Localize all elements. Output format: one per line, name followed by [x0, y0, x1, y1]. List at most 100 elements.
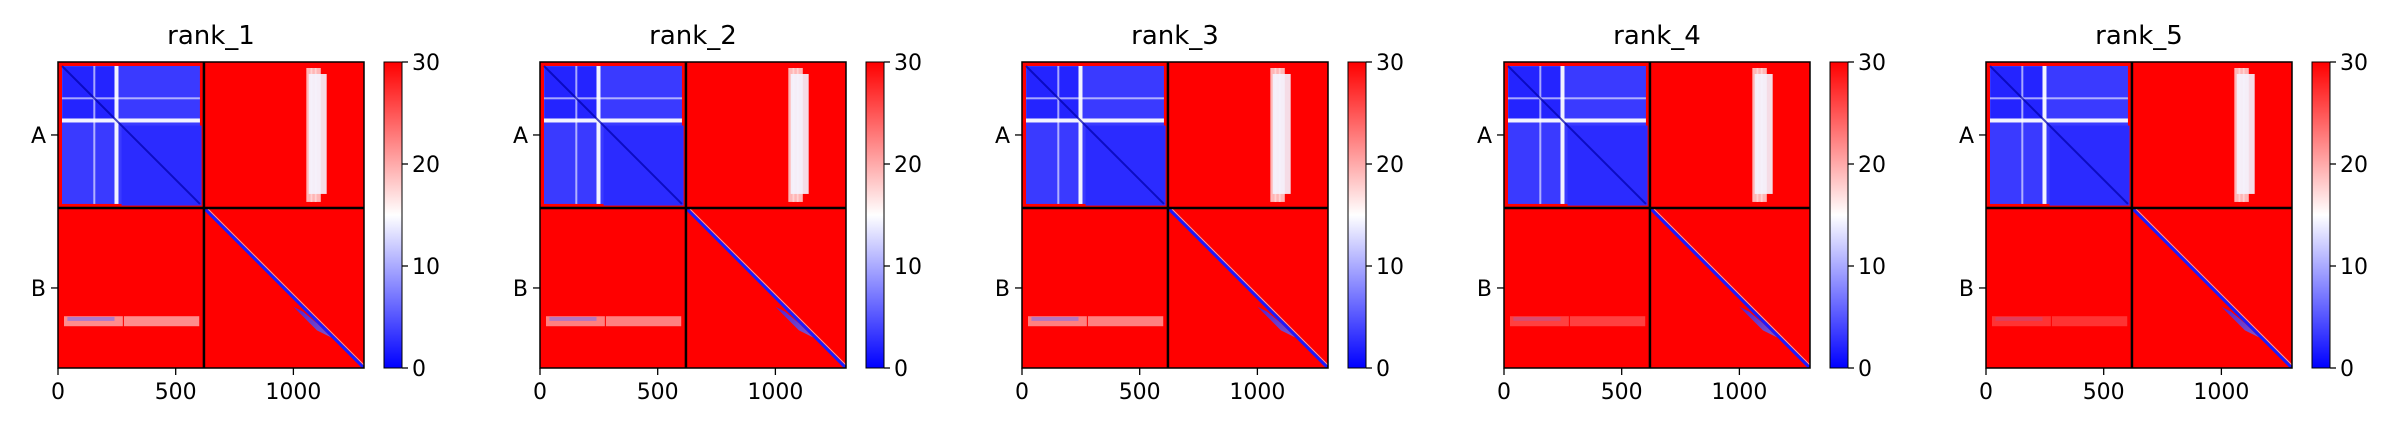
panel-title: rank_1 [167, 21, 255, 51]
panel-title: rank_4 [1613, 21, 1701, 51]
heatmap-frame [1985, 61, 2293, 369]
aa-thin-line-v [1539, 66, 1542, 204]
ba-band-core [1513, 316, 1561, 321]
colorbar-tick-label: 0 [894, 357, 908, 382]
ab-band-core [1754, 74, 1773, 194]
x-tick-label: 0 [1497, 380, 1511, 405]
colorbar-tick-label: 20 [412, 153, 440, 178]
aa-thin-line [62, 97, 200, 100]
y-tick-label: B [513, 277, 528, 302]
aa-thin-line [1990, 97, 2128, 100]
y-tick-label: A [513, 124, 528, 149]
aa-gap-horizontal [544, 118, 682, 123]
colorbar-tick-label: 10 [1376, 255, 1404, 280]
heatmap-frame [539, 61, 847, 369]
x-tick-label: 1000 [1229, 380, 1285, 405]
aa-gap-horizontal [1990, 118, 2128, 123]
colorbar-tick-label: 30 [1858, 51, 1886, 76]
colorbar [1829, 61, 1849, 369]
aa-gap-vertical [2042, 66, 2047, 204]
x-tick-label: 0 [1015, 380, 1029, 405]
ab-band-core [2236, 74, 2255, 194]
aa-gap-vertical [596, 66, 601, 204]
x-tick-label: 1000 [2193, 380, 2249, 405]
ba-band-left [1992, 316, 2051, 327]
y-tick-label: A [31, 124, 46, 149]
bb-diagonal [2131, 207, 2293, 369]
bb-diagonal-edge [207, 208, 367, 368]
ab-band-core [790, 74, 809, 194]
bb-domain-patch [1739, 306, 1778, 338]
ab-band-core [1272, 74, 1291, 194]
ba-band-right [605, 316, 682, 327]
ab-band-core [308, 74, 327, 194]
aa-diagonal [61, 65, 201, 205]
colorbar [1347, 61, 1367, 369]
x-tick-label: 500 [637, 380, 679, 405]
y-tick-label: B [31, 277, 46, 302]
x-tick-label: 1000 [747, 380, 803, 405]
aa-thin-line [1026, 97, 1164, 100]
colorbar-tick-label: 30 [1376, 51, 1404, 76]
bb-diagonal-edge [689, 208, 849, 368]
aa-gap-horizontal [62, 118, 200, 123]
colorbar [383, 61, 403, 369]
heatmap-panel-5: rank_5 0 500 1000 A B 0 10 20 30 [1959, 21, 2368, 405]
heatmap-frame [1503, 61, 1811, 369]
panel-title: rank_2 [649, 21, 737, 51]
x-tick-label: 500 [155, 380, 197, 405]
ba-band-core [67, 316, 115, 321]
bb-domain-patch [775, 306, 814, 338]
ba-band-left [1028, 316, 1087, 327]
colorbar-tick-label: 30 [894, 51, 922, 76]
panel-title: rank_3 [1131, 21, 1219, 51]
ba-band-right [2051, 316, 2128, 327]
colorbar-tick-label: 0 [1376, 357, 1390, 382]
colorbar-tick-label: 0 [412, 357, 426, 382]
bb-diagonal-edge [2135, 208, 2295, 368]
colorbar-tick-label: 20 [1858, 153, 1886, 178]
x-tick-label: 1000 [1711, 380, 1767, 405]
bb-diagonal-edge [1171, 208, 1331, 368]
aa-diagonal [1989, 65, 2129, 205]
y-tick-label: B [1477, 277, 1492, 302]
aa-thin-line [1508, 97, 1646, 100]
y-tick-label: B [1959, 277, 1974, 302]
bb-diagonal-edge [1653, 208, 1813, 368]
colorbar [865, 61, 885, 369]
ba-band-core [1031, 316, 1079, 321]
colorbar-tick-label: 10 [2340, 255, 2368, 280]
bb-domain-patch [293, 306, 332, 338]
colorbar-tick-label: 30 [412, 51, 440, 76]
ba-band-left [1510, 316, 1569, 327]
aa-gap-vertical [114, 66, 119, 204]
aa-thin-line-v [1057, 66, 1060, 204]
colorbar-tick-label: 10 [412, 255, 440, 280]
ba-band-right [123, 316, 200, 327]
colorbar-tick-label: 0 [1858, 357, 1872, 382]
aa-thin-line-v [93, 66, 96, 204]
aa-diagonal [1025, 65, 1165, 205]
ba-band-left [64, 316, 123, 327]
x-tick-label: 0 [533, 380, 547, 405]
heatmap-panel-3: rank_3 0 500 1000 A B 0 10 20 30 [995, 21, 1404, 405]
colorbar [2311, 61, 2331, 369]
aa-thin-line-v [2021, 66, 2024, 204]
x-tick-label: 500 [2083, 380, 2125, 405]
ba-band-right [1087, 316, 1164, 327]
ba-band-left [546, 316, 605, 327]
x-tick-label: 0 [1979, 380, 1993, 405]
y-tick-label: A [995, 124, 1010, 149]
ba-band-core [549, 316, 597, 321]
bb-diagonal [1649, 207, 1811, 369]
x-tick-label: 0 [51, 380, 65, 405]
y-tick-label: A [1959, 124, 1974, 149]
panel-title: rank_5 [2095, 21, 2183, 51]
x-tick-label: 1000 [265, 380, 321, 405]
aa-gap-vertical [1078, 66, 1083, 204]
y-tick-label: A [1477, 124, 1492, 149]
bb-domain-patch [1257, 306, 1296, 338]
colorbar-tick-label: 20 [1376, 153, 1404, 178]
heatmap-frame [57, 61, 365, 369]
